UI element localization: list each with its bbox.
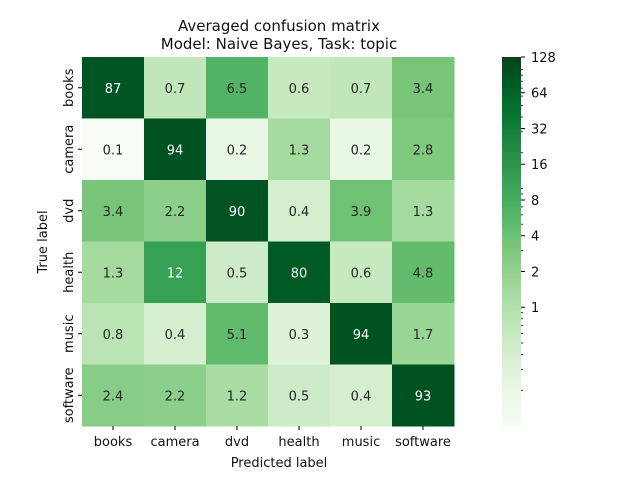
cell-value-label: 3.4 [413,82,434,97]
x-tick-label: camera [150,435,199,450]
heatmap-cell [144,364,207,427]
colorbar-tick-label: 128 [531,51,556,66]
cell-value-label: 0.4 [351,389,372,404]
x-tick-label: software [395,435,451,450]
cell-value-label: 0.2 [351,143,372,158]
cell-value-label: 0.5 [289,389,310,404]
colorbar-tick-label: 32 [531,122,548,137]
heatmap-cell [206,364,269,427]
heatmap-cell [144,180,207,242]
heatmap-cell [144,241,207,304]
cell-value-label: 0.4 [165,328,186,343]
cell-value-label: 94 [167,143,184,158]
y-tick-label: health [62,252,77,293]
heatmap-cell [268,57,331,119]
colorbar-tick-label: 64 [531,87,548,102]
cell-value-label: 0.7 [165,82,186,97]
cell-value-label: 1.3 [103,266,124,281]
cell-value-label: 0.6 [351,266,372,281]
heatmap-cell [82,241,145,304]
cell-value-label: 0.4 [289,205,310,220]
heatmap-cell [206,57,269,119]
cell-value-label: 0.2 [227,143,248,158]
cell-value-label: 0.1 [103,143,124,158]
heatmap-cell [392,241,455,304]
heatmap-cell [268,364,331,427]
cell-value-label: 2.2 [165,205,186,220]
heatmap-cell [392,364,455,427]
cell-value-label: 4.8 [413,266,434,281]
heatmap-cell [268,118,331,181]
chart-subtitle: Model: Naive Bayes, Task: topic [160,35,398,53]
cell-value-label: 1.3 [413,205,434,220]
heatmap-cell [206,118,269,181]
cell-value-label: 0.8 [103,328,124,343]
cell-value-label: 80 [291,266,308,281]
heatmap-cell [206,241,269,304]
heatmap-cell [82,57,145,119]
x-tick-label: books [94,435,133,450]
y-tick-label: camera [62,125,77,174]
heatmap-cell [330,241,393,304]
colorbar-tick-label: 16 [531,158,548,173]
y-tick-label: music [62,315,77,353]
heatmap-cell [268,303,331,365]
cell-value-label: 12 [167,266,184,281]
heatmap-cell [268,241,331,304]
cell-value-label: 1.2 [227,389,248,404]
heatmap-cell [82,118,145,181]
heatmap-cell [82,180,145,242]
cell-value-label: 0.5 [227,266,248,281]
cell-value-label: 2.4 [103,389,124,404]
cell-value-label: 2.8 [413,143,434,158]
x-tick-label: dvd [225,435,249,450]
colorbar [502,57,521,426]
heatmap-cell [82,364,145,427]
cell-value-label: 94 [353,328,370,343]
y-tick-label: books [62,68,77,107]
cell-value-label: 0.6 [289,82,310,97]
colorbar-tick-label: 2 [531,265,539,280]
heatmap-cell [392,303,455,365]
x-tick-label: health [278,435,319,450]
cell-value-label: 6.5 [227,82,248,97]
colorbar-tick-label: 8 [531,194,539,209]
y-axis-label: True label [36,210,51,274]
heatmap-cell [392,180,455,242]
heatmap-cell [330,364,393,427]
cell-value-label: 2.2 [165,389,186,404]
heatmap-cell [392,57,455,119]
colorbar-tick-label: 1 [531,301,539,316]
cell-value-label: 3.4 [103,205,124,220]
cell-value-label: 1.3 [289,143,310,158]
x-axis-label: Predicted label [231,456,328,471]
heatmap-cell [268,180,331,242]
heatmap-cell [330,180,393,242]
cell-value-label: 90 [229,205,246,220]
chart-title: Averaged confusion matrix [178,17,380,35]
heatmap-cell [330,303,393,365]
heatmap-cell [144,303,207,365]
heatmap-cell [330,118,393,181]
cell-value-label: 87 [105,82,122,97]
heatmap-cell [330,57,393,119]
y-tick-label: software [62,367,77,423]
heatmap-cell [144,57,207,119]
cell-value-label: 0.3 [289,328,310,343]
cell-value-label: 0.7 [351,82,372,97]
colorbar-tick-label: 4 [531,230,539,245]
cell-value-label: 5.1 [227,328,248,343]
cell-value-label: 93 [415,389,432,404]
x-tick-label: music [342,435,380,450]
heatmap-cell [82,303,145,365]
cell-value-label: 1.7 [413,328,434,343]
cell-value-label: 3.9 [351,205,372,220]
heatmap-cell [206,180,269,242]
heatmap-cell [206,303,269,365]
y-tick-label: dvd [62,199,77,223]
heatmap-cell [144,118,207,181]
heatmap-cell [392,118,455,181]
